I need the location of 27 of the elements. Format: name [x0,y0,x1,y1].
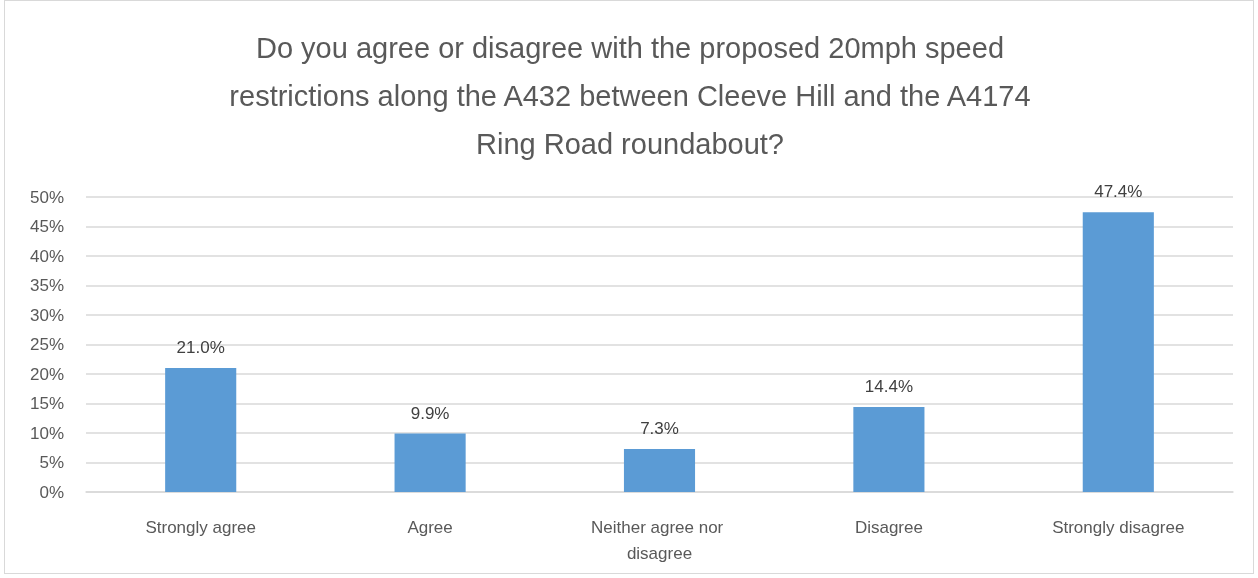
y-tick-label: 35% [29,276,64,295]
bar [853,407,925,492]
y-tick-label: 10% [29,423,64,443]
y-tick-label: 15% [29,394,64,413]
y-tick-label: 5% [39,453,64,472]
data-label: 21.0% [176,338,225,358]
bar [165,368,237,492]
x-tick-label: Neither agree nor disagree [590,517,729,563]
bar [394,433,466,492]
bar [1082,212,1154,492]
y-tick-label: 20% [29,364,64,384]
y-tick-label: 0% [39,482,64,502]
data-label: 7.3% [640,418,679,438]
y-tick-label: 30% [29,305,64,325]
data-label: 47.4% [1094,182,1143,202]
y-tick-label: 40% [29,246,64,266]
x-tick-label: Strongly disagree [1052,517,1185,537]
y-tick-label: 45% [29,217,64,236]
y-tick-label: 50% [29,187,64,207]
y-tick-label: 25% [29,335,64,354]
data-label: 9.9% [410,403,450,423]
x-tick-label: Strongly agree [145,517,256,537]
bar [623,448,696,492]
data-label: 14.4% [864,377,913,397]
x-tick-label: Agree [407,517,453,537]
x-tick-label: Disagree [854,517,923,537]
chart-title: Do you agree or disagree with the proposed 20mph speed restrictions along the A432 between Cleeve Hill and the A4174 Ring Road roundabout? [228,31,1032,162]
